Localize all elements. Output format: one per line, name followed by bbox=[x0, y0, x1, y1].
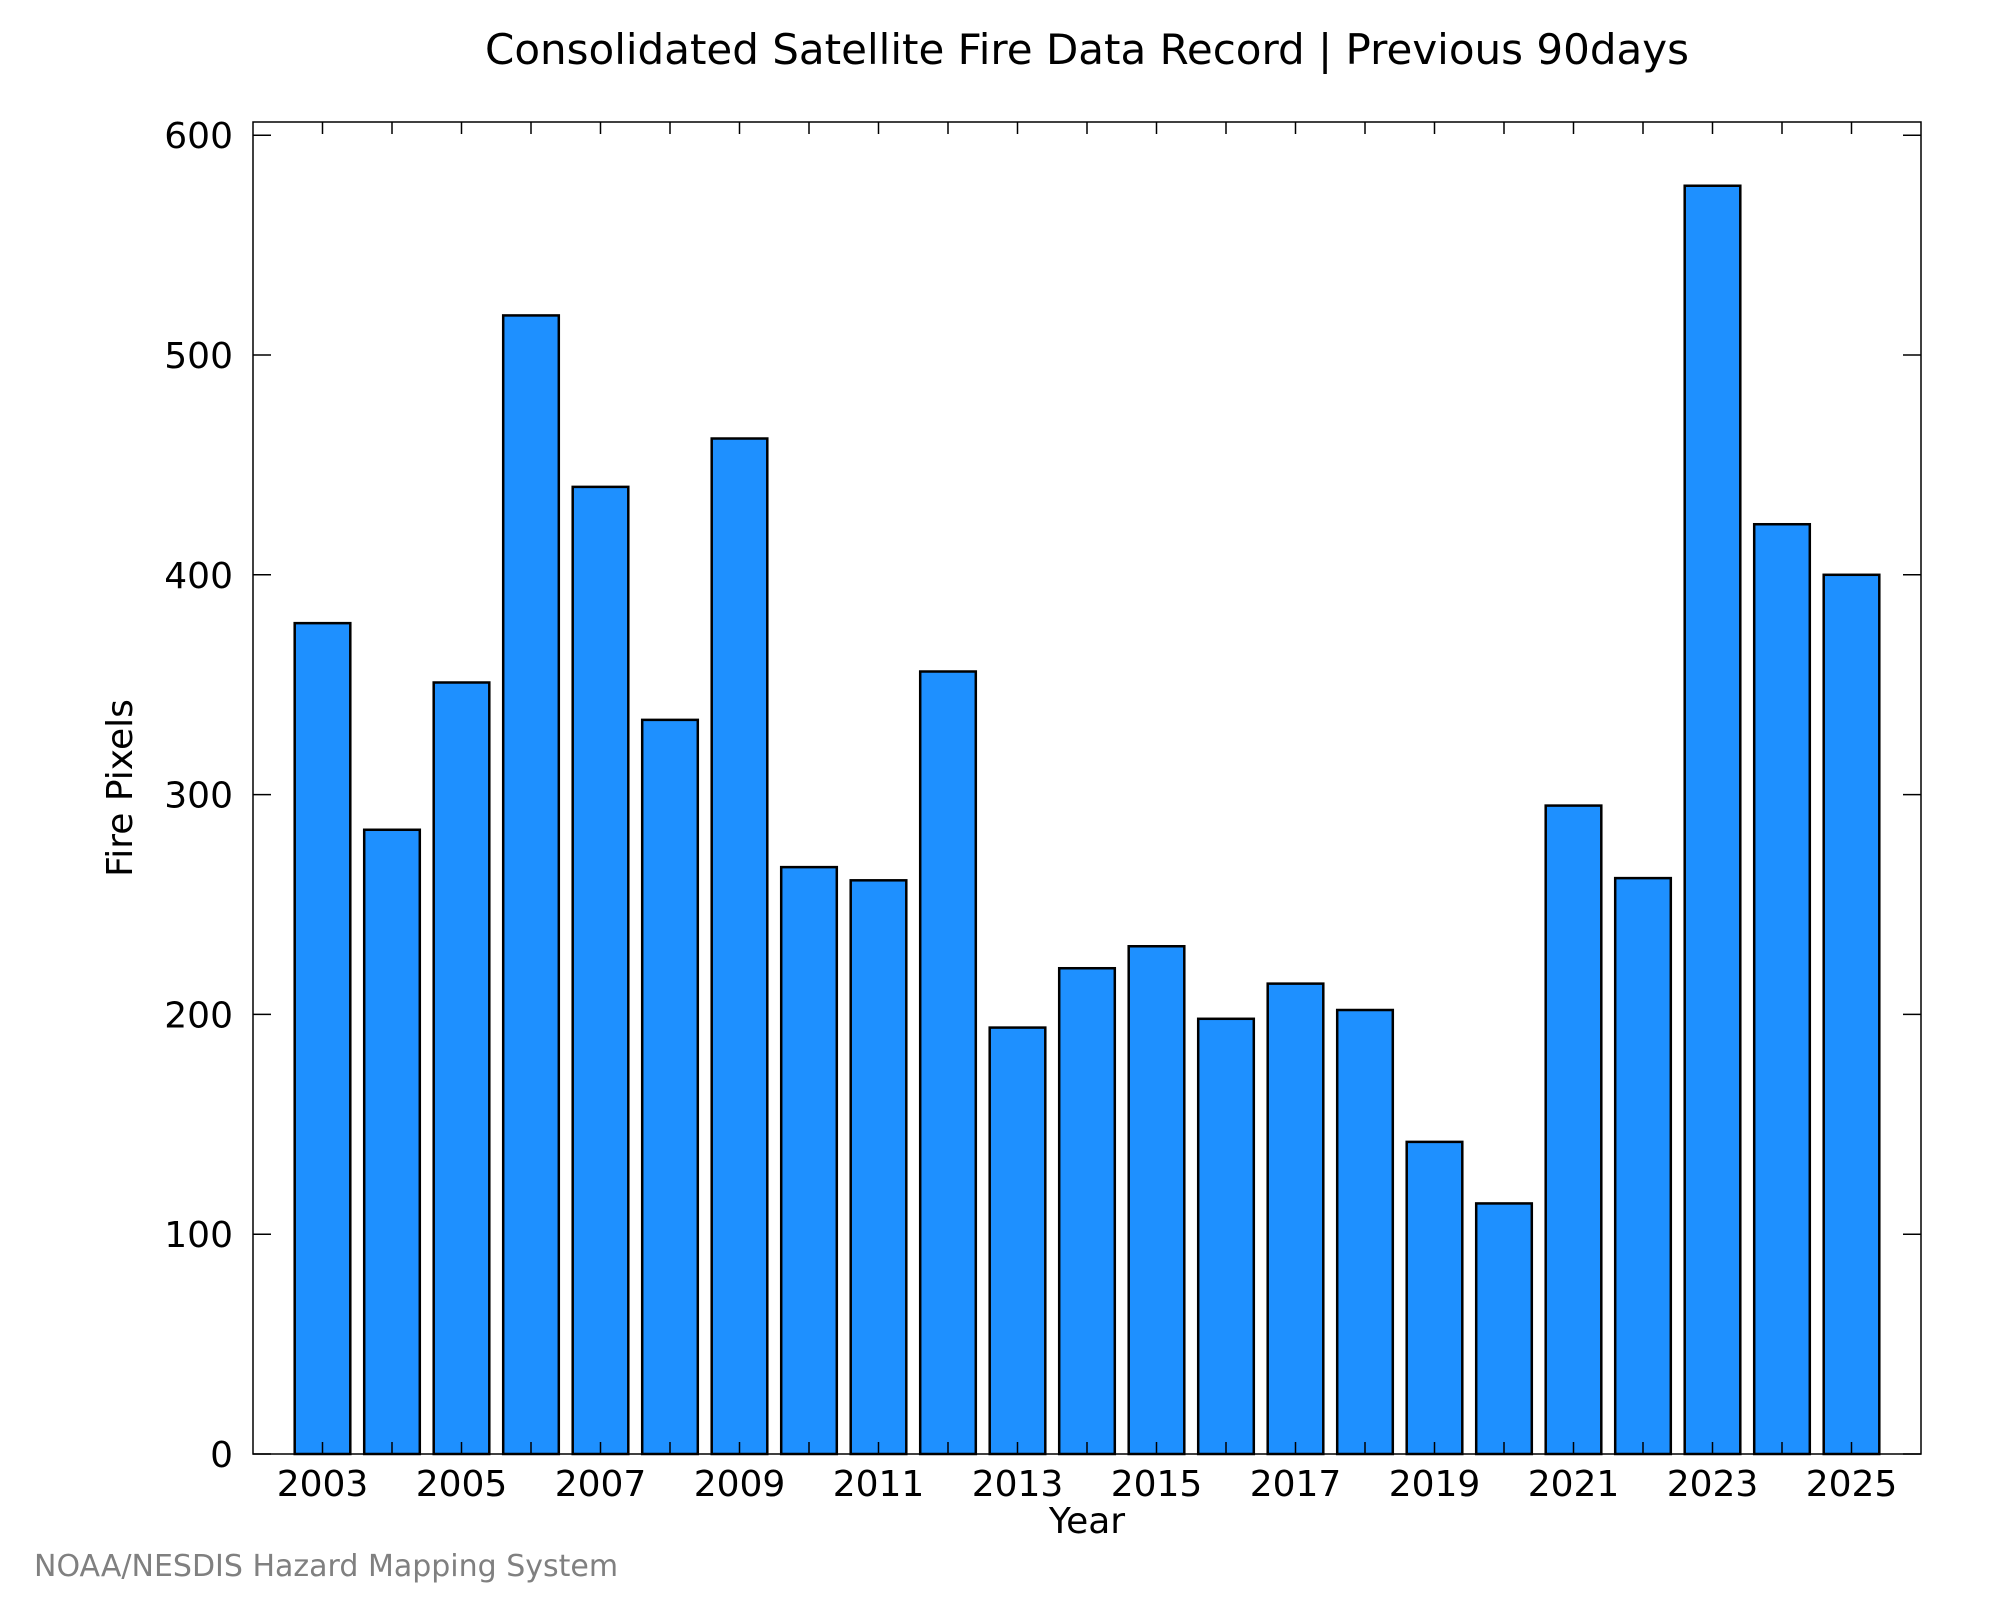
x-tick-label: 2013 bbox=[972, 1464, 1064, 1505]
y-tick-label: 300 bbox=[164, 776, 233, 817]
y-tick-label: 0 bbox=[210, 1435, 233, 1476]
bar-2025 bbox=[1822, 573, 1881, 1456]
y-axis-label: Fire Pixels bbox=[100, 699, 141, 877]
x-tick-label: 2009 bbox=[694, 1464, 786, 1505]
bar-2022 bbox=[1613, 876, 1673, 1456]
x-tick-label: 2015 bbox=[1111, 1464, 1203, 1505]
x-axis: 2003 2005 2007 2009 2011 2013 2015 2017 2019 2021… bbox=[277, 122, 1898, 1505]
chart-title: Consolidated Satellite Fire Data Record … bbox=[485, 25, 1689, 74]
y-tick-label: 200 bbox=[164, 995, 233, 1036]
bar-2009 bbox=[710, 437, 769, 1456]
bar-2005 bbox=[432, 681, 491, 1456]
x-tick-label: 2017 bbox=[1250, 1464, 1342, 1505]
bar-2019 bbox=[1405, 1140, 1464, 1456]
y-tick-label: 100 bbox=[164, 1215, 233, 1256]
bar-2013 bbox=[988, 1026, 1047, 1456]
bar-2018 bbox=[1335, 1008, 1395, 1456]
bar-2016 bbox=[1196, 1017, 1256, 1456]
x-tick-label: 2011 bbox=[833, 1464, 925, 1505]
bar-2021 bbox=[1544, 804, 1603, 1456]
bar-2006 bbox=[501, 314, 561, 1456]
x-tick-label: 2021 bbox=[1528, 1464, 1620, 1505]
x-tick-label: 2023 bbox=[1667, 1464, 1759, 1505]
credit-text: NOAA/NESDIS Hazard Mapping System bbox=[34, 1549, 618, 1584]
bar-2007 bbox=[571, 485, 630, 1456]
bar-2017 bbox=[1266, 982, 1325, 1456]
x-tick-label: 2019 bbox=[1389, 1464, 1481, 1505]
y-tick-label: 500 bbox=[164, 336, 233, 377]
bar-2020 bbox=[1474, 1202, 1534, 1456]
x-tick-label: 2003 bbox=[277, 1464, 369, 1505]
bar-2003 bbox=[293, 621, 352, 1456]
bar-2012 bbox=[918, 670, 978, 1456]
bar-2011 bbox=[849, 879, 908, 1456]
bar-2008 bbox=[640, 718, 700, 1456]
bar-2004 bbox=[362, 828, 422, 1456]
bar-2014 bbox=[1057, 966, 1117, 1456]
x-axis-label: Year bbox=[1048, 1501, 1125, 1542]
bar-2010 bbox=[779, 865, 839, 1456]
y-tick-label: 400 bbox=[164, 556, 233, 597]
y-tick-label: 600 bbox=[164, 116, 233, 157]
x-tick-label: 2025 bbox=[1806, 1464, 1898, 1505]
bar-2015 bbox=[1127, 945, 1186, 1456]
x-tick-label: 2007 bbox=[555, 1464, 647, 1505]
bars-group bbox=[293, 184, 1881, 1456]
x-tick-label: 2005 bbox=[416, 1464, 508, 1505]
y-axis: 0 100 200 300 400 500 600 bbox=[164, 116, 1921, 1476]
bar-2024 bbox=[1752, 522, 1812, 1456]
bar-2023 bbox=[1683, 184, 1742, 1456]
